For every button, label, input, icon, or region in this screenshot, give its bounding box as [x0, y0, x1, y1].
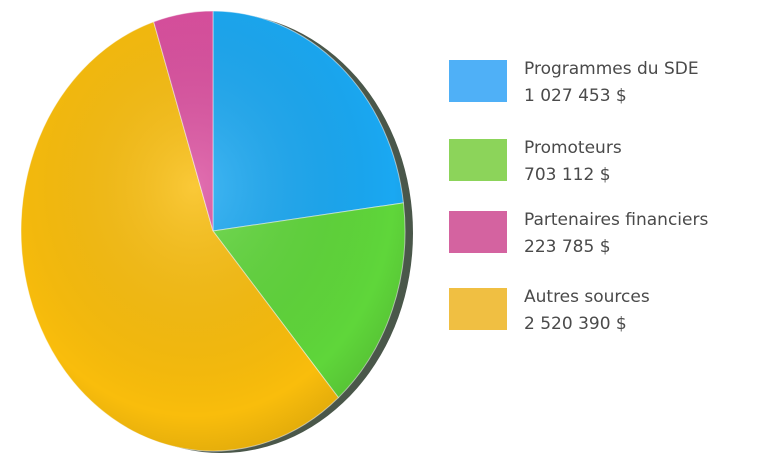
legend-swatch [449, 288, 507, 330]
legend-value: 1 027 453 $ [524, 86, 627, 106]
legend-swatch [449, 139, 507, 181]
legend-label: Programmes du SDE [524, 59, 699, 79]
legend-swatch [449, 60, 507, 102]
legend-label: Promoteurs [524, 138, 622, 158]
pie [20, 10, 406, 452]
legend-value: 703 112 $ [524, 165, 611, 185]
legend-value: 223 785 $ [524, 237, 611, 257]
pie-slice [212, 10, 404, 232]
legend-label: Autres sources [524, 287, 650, 307]
legend: Programmes du SDE 1 027 453 $ Promoteurs 70… [449, 59, 708, 334]
legend-label: Partenaires financiers [524, 210, 708, 230]
legend-swatch [449, 211, 507, 253]
legend-value: 2 520 390 $ [524, 314, 627, 334]
